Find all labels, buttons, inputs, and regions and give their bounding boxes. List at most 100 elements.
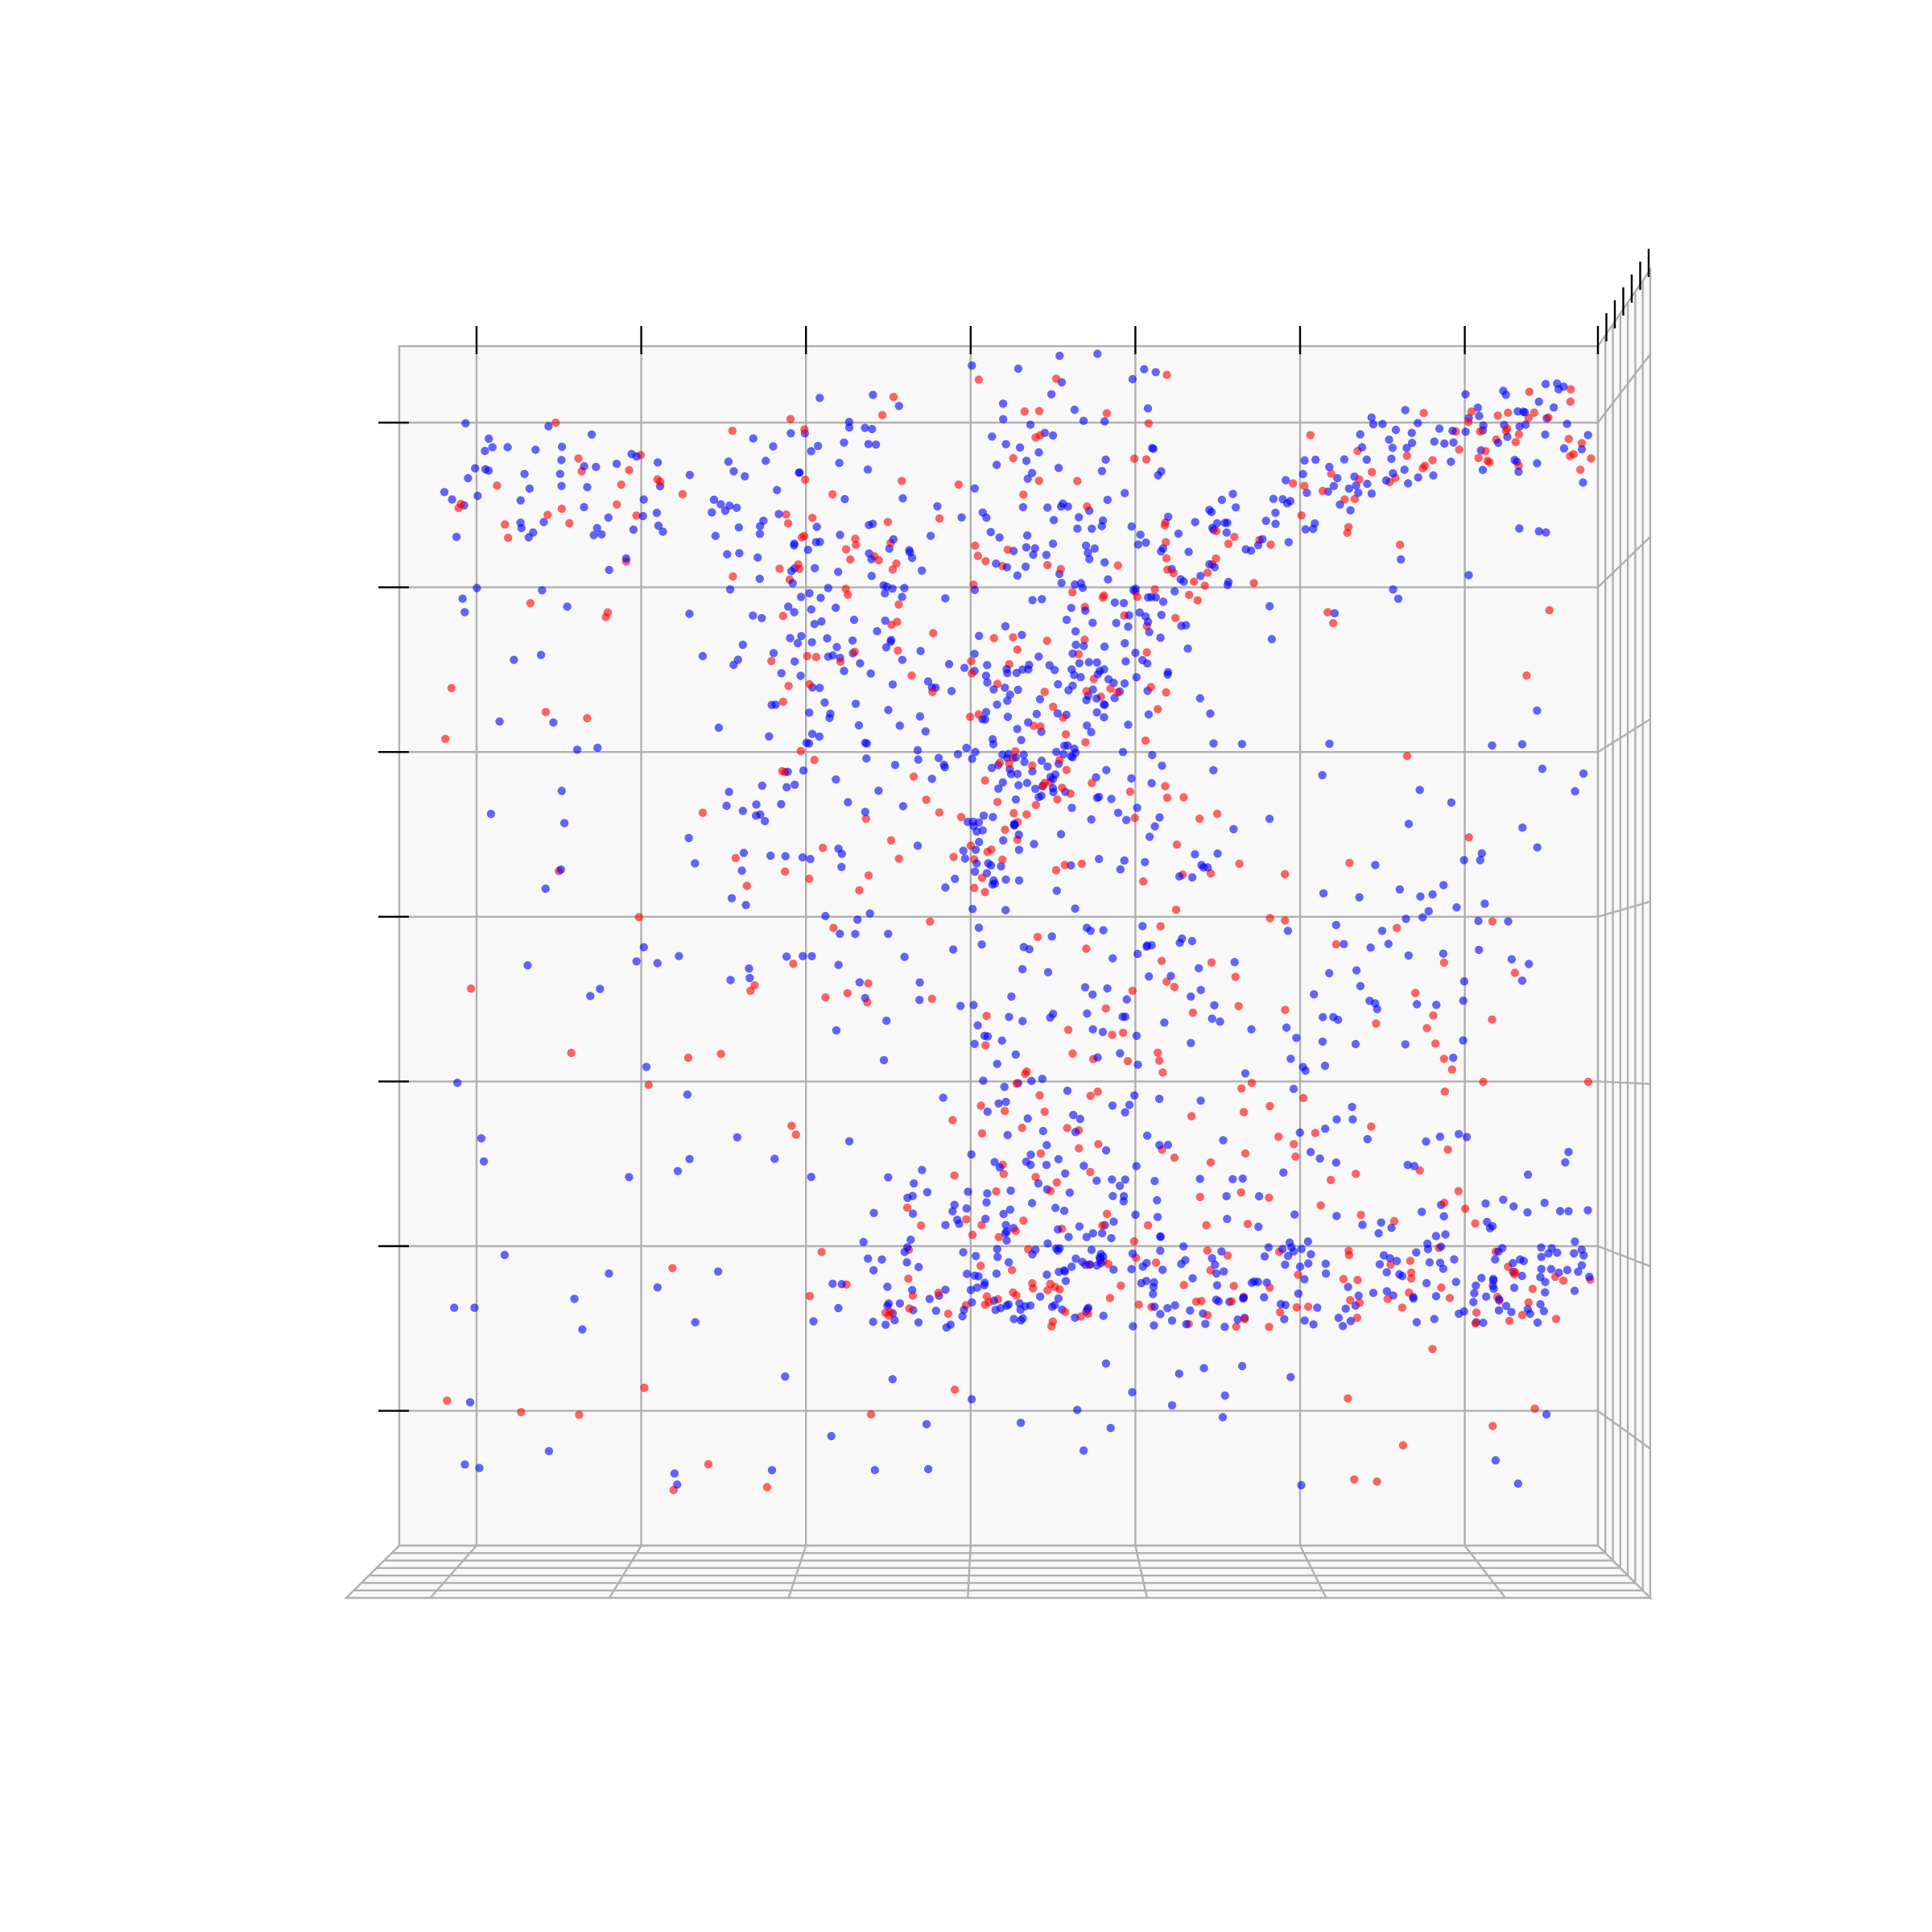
scatter-point: [960, 854, 970, 863]
scatter-point: [1196, 985, 1205, 995]
x-floor-gridline: [429, 1545, 477, 1599]
scatter-point: [1187, 936, 1197, 946]
scatter-point: [1040, 1107, 1049, 1117]
scatter-point: [1082, 696, 1091, 704]
scatter-point: [1084, 1309, 1092, 1319]
scatter-point: [1409, 1294, 1418, 1303]
scatter-point: [1179, 793, 1188, 802]
scatter-point: [1570, 1286, 1579, 1295]
scatter-point: [1142, 1131, 1152, 1141]
scatter-point: [900, 584, 909, 592]
scatter-point: [808, 514, 817, 522]
scatter-point: [742, 881, 751, 890]
scatter-point: [1480, 899, 1489, 908]
scatter-point: [1163, 670, 1172, 679]
scatter-point: [1081, 606, 1090, 615]
scatter-point: [1451, 1278, 1460, 1286]
scatter-point: [812, 522, 821, 531]
scatter-point: [1301, 525, 1311, 534]
scatter-point: [1356, 1211, 1365, 1220]
scatter-point: [1170, 1154, 1179, 1162]
scatter-point: [1037, 756, 1046, 766]
scatter-point: [1018, 1017, 1027, 1026]
scatter-point: [887, 621, 896, 630]
scatter-point: [1195, 964, 1203, 973]
scatter-point: [1230, 958, 1239, 967]
scatter-point: [782, 952, 791, 961]
scatter-point: [950, 1200, 959, 1209]
scatter-point: [989, 634, 999, 642]
scatter-point: [1418, 1208, 1426, 1216]
scatter-point: [784, 602, 793, 611]
scatter-point: [1087, 728, 1096, 737]
scatter-point: [1397, 1303, 1407, 1312]
scatter-point: [1405, 1288, 1414, 1297]
scatter-point: [716, 1050, 725, 1059]
scatter-point: [828, 489, 837, 499]
scatter-point: [1031, 1172, 1040, 1182]
scatter-point: [884, 929, 893, 939]
scatter-point: [976, 1261, 985, 1270]
scatter-point: [1124, 622, 1133, 631]
scatter-point: [1509, 1283, 1519, 1292]
scatter-point: [1241, 1069, 1250, 1078]
scatter-point: [1483, 1217, 1492, 1227]
scatter-point: [1329, 1013, 1338, 1022]
scatter-point: [1101, 455, 1110, 464]
scatter-point: [869, 519, 877, 528]
scatter-point: [1367, 489, 1377, 498]
scatter-point: [1481, 447, 1490, 456]
scatter-point: [1109, 1217, 1118, 1226]
scatter-point: [1078, 584, 1088, 592]
scatter-point: [940, 762, 949, 772]
scatter-point: [1046, 390, 1056, 398]
scatter-point: [864, 440, 873, 448]
scatter-point: [1142, 1258, 1151, 1268]
scatter-point: [1537, 1253, 1546, 1261]
scatter-point: [965, 712, 975, 721]
scatter-point: [1455, 1309, 1463, 1319]
scatter-point: [929, 629, 938, 638]
scatter-point: [832, 642, 841, 651]
scatter-point: [926, 531, 935, 540]
y-side-gridline: [1597, 900, 1651, 918]
scatter-point: [1488, 1422, 1497, 1430]
scatter-point: [1027, 1076, 1036, 1086]
scatter-point: [461, 419, 470, 427]
scatter-point: [990, 1158, 999, 1166]
scatter-point: [1154, 1094, 1164, 1104]
scatter-point: [1219, 1136, 1228, 1145]
scatter-point: [859, 1237, 868, 1247]
scatter-point: [877, 1255, 886, 1264]
scatter-point: [837, 862, 846, 872]
scatter-point: [1553, 1249, 1562, 1257]
scatter-point: [1098, 516, 1108, 525]
scatter-point: [1200, 581, 1209, 590]
scatter-point: [1241, 1315, 1249, 1323]
bottom-pane: [344, 1544, 1653, 1600]
scatter-point: [1140, 365, 1149, 374]
scatter-point: [1414, 473, 1422, 482]
scatter-point: [1052, 886, 1062, 895]
scatter-point: [1013, 770, 1022, 778]
scatter-point: [1220, 1391, 1229, 1400]
scatter-point: [1344, 1282, 1352, 1291]
scatter-point: [1419, 408, 1428, 418]
scatter-point: [1474, 916, 1483, 926]
scatter-point: [810, 620, 819, 629]
scatter-point: [1237, 740, 1247, 749]
scatter-point: [1579, 769, 1588, 778]
scatter-point: [685, 1154, 694, 1164]
scatter-point: [1479, 1077, 1488, 1087]
scatter-point: [1060, 861, 1070, 869]
scatter-point: [1402, 751, 1412, 761]
scatter-point: [796, 671, 805, 680]
scatter-point: [1119, 1191, 1129, 1201]
scatter-point: [1212, 1281, 1222, 1290]
scatter-point: [1064, 686, 1073, 695]
scatter-point: [962, 1215, 971, 1224]
scatter-point: [1082, 1232, 1092, 1241]
scatter-point: [934, 753, 943, 762]
scatter-point: [1174, 1369, 1184, 1378]
